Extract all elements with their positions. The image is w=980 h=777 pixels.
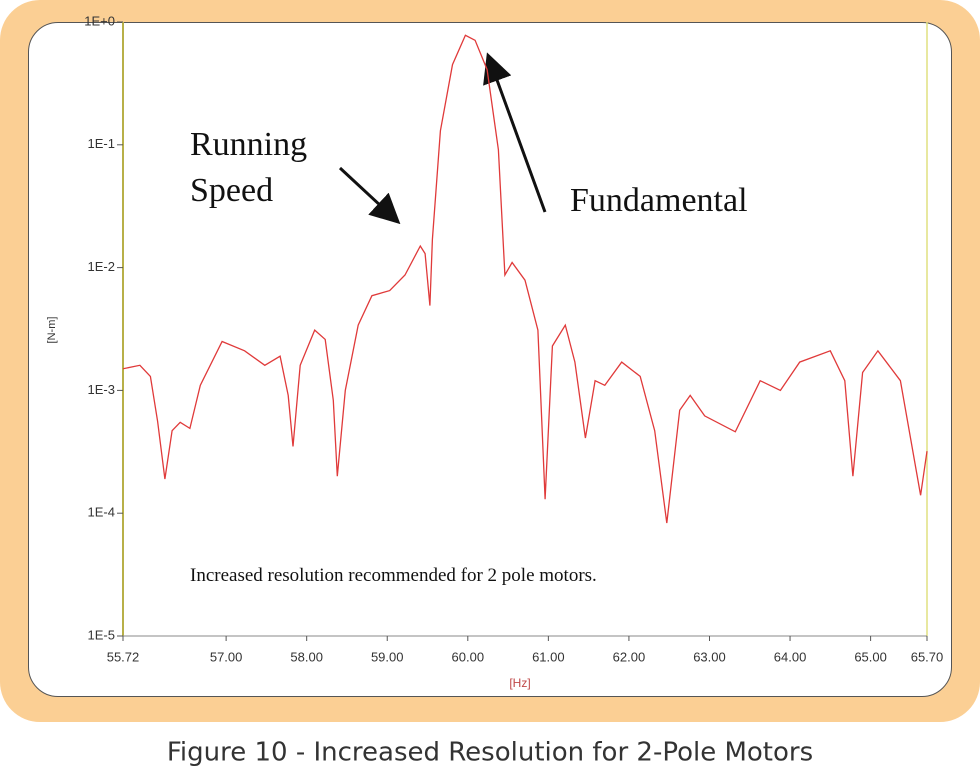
y-tick-label: 1E-1 [88, 136, 115, 151]
x-tick-label: 60.00 [452, 649, 485, 664]
annotation: Running Speed [190, 126, 308, 209]
x-tick-label: 61.00 [532, 649, 565, 664]
arrow [338, 166, 401, 225]
arrow [483, 52, 547, 213]
x-tick-label: 65.70 [911, 649, 944, 664]
annotation: Fundamental [570, 182, 748, 219]
x-tick-label: 55.72 [107, 649, 140, 664]
plot-area [123, 34, 928, 524]
x-tick-label: 65.00 [854, 649, 887, 664]
x-tick-label: 64.00 [774, 649, 807, 664]
y-tick-label: 1E-2 [88, 259, 115, 274]
caption: Figure 10 - Increased Resolution for 2-P… [167, 738, 813, 768]
x-tick-label: 59.00 [371, 649, 404, 664]
x-axis-label: [Hz] [509, 676, 530, 690]
x-tick-label: 62.00 [613, 649, 646, 664]
y-tick-label: 1E+0 [84, 13, 115, 28]
x-tick-label: 63.00 [693, 649, 726, 664]
y-tick-label: 1E-4 [88, 505, 115, 520]
plot-panel [28, 22, 952, 697]
y-axis-label: [N-m] [46, 317, 58, 344]
data-line [123, 34, 928, 524]
y-tick-label: 1E-3 [88, 382, 115, 397]
x-tick-label: 57.00 [210, 649, 243, 664]
x-tick-label: 58.00 [290, 649, 323, 664]
y-tick-label: 1E-5 [88, 627, 115, 642]
annotation: Increased resolution recommended for 2 p… [190, 565, 597, 586]
